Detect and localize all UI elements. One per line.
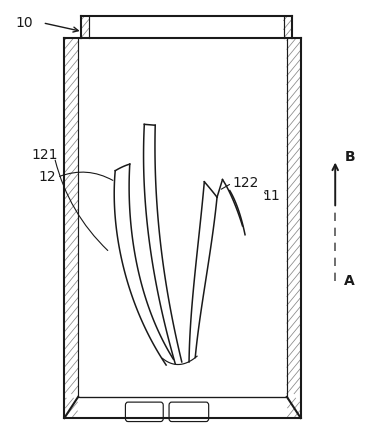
Text: 121: 121: [32, 148, 58, 162]
Text: A: A: [344, 274, 355, 288]
Text: 11: 11: [262, 189, 280, 203]
Text: 10: 10: [16, 16, 33, 30]
Text: 12: 12: [39, 171, 57, 184]
Text: 122: 122: [233, 176, 259, 190]
Text: B: B: [344, 151, 355, 164]
